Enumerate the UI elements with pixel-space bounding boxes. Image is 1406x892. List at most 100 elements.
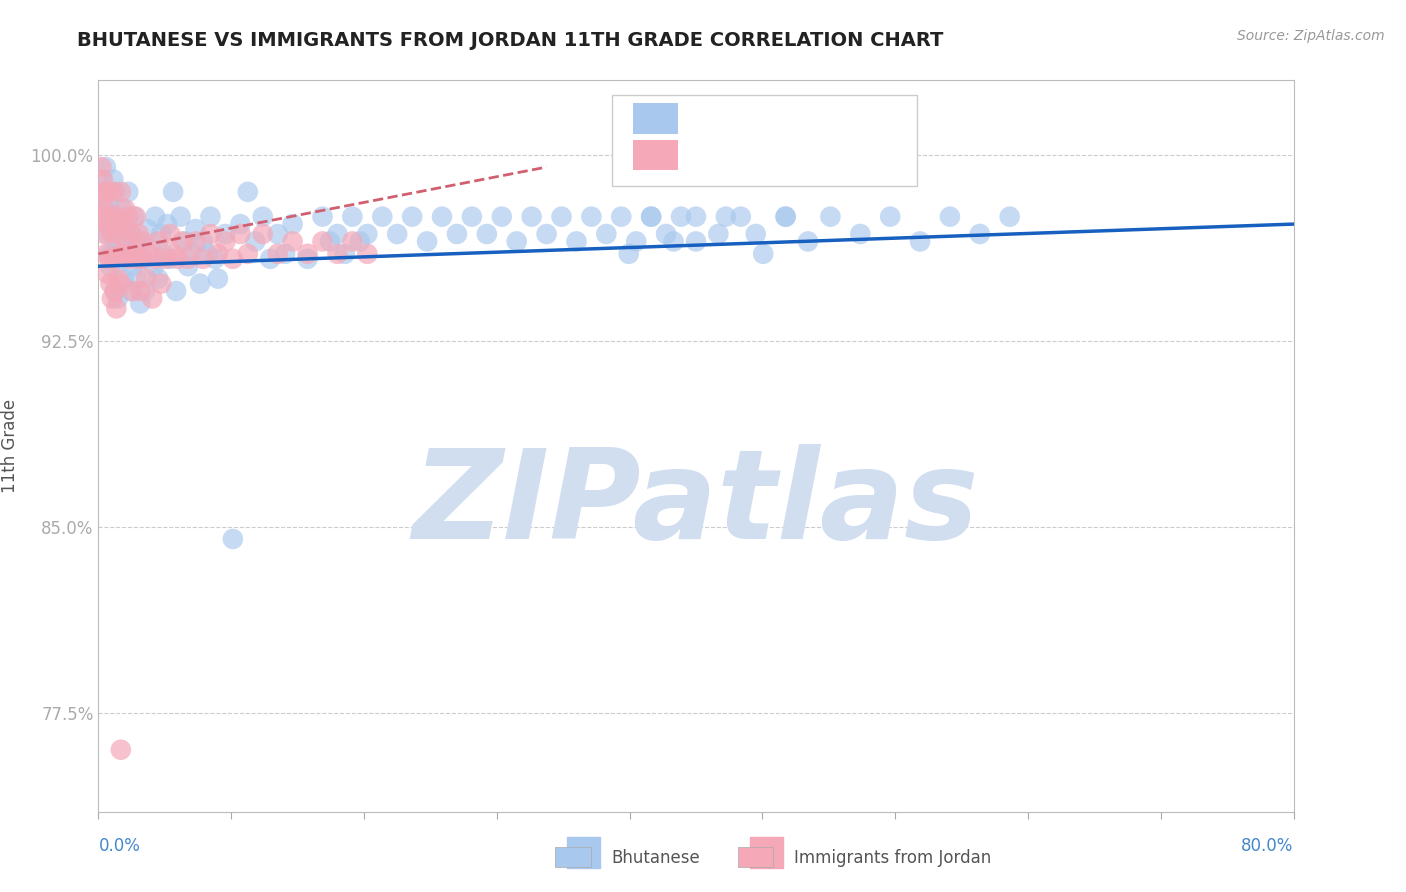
Point: [626, 235, 648, 249]
Text: 0.0%: 0.0%: [98, 837, 141, 855]
Point: [98, 210, 122, 224]
Point: [108, 247, 131, 261]
Point: [128, 235, 150, 249]
Point: [101, 227, 124, 241]
Point: [707, 227, 730, 241]
Point: [849, 227, 872, 241]
Point: [177, 252, 200, 266]
Point: [129, 284, 152, 298]
Point: [506, 235, 529, 249]
Point: [520, 210, 543, 224]
Point: [103, 252, 125, 266]
Point: [96, 217, 118, 231]
Text: Immigrants from Jordan: Immigrants from Jordan: [794, 849, 991, 867]
Point: [131, 252, 153, 266]
Point: [640, 210, 662, 224]
Point: [94, 247, 117, 261]
Point: [90, 160, 112, 174]
Text: R = 0.130: R = 0.130: [688, 109, 778, 127]
Point: [98, 210, 122, 224]
Point: [104, 210, 127, 224]
Point: [188, 277, 211, 291]
Point: [110, 185, 132, 199]
Point: [274, 247, 297, 261]
Point: [371, 210, 394, 224]
Point: [103, 247, 125, 261]
Point: [184, 235, 207, 249]
Point: [385, 227, 409, 241]
Point: [143, 252, 166, 266]
Point: [107, 227, 129, 241]
Point: [139, 242, 162, 256]
Point: [148, 235, 170, 249]
Point: [104, 284, 127, 298]
Point: [162, 247, 184, 261]
Point: [536, 227, 558, 241]
Point: [165, 284, 187, 298]
Point: [159, 252, 181, 266]
Point: [775, 210, 797, 224]
Point: [136, 222, 159, 236]
Point: [91, 172, 114, 186]
Text: ZIPatlas: ZIPatlas: [413, 444, 979, 565]
FancyBboxPatch shape: [613, 95, 917, 186]
Text: R = 0.109: R = 0.109: [688, 145, 778, 163]
Point: [96, 267, 118, 281]
Point: [356, 247, 378, 261]
Point: [153, 247, 176, 261]
Point: [752, 247, 775, 261]
Point: [714, 210, 737, 224]
Point: [461, 210, 484, 224]
Point: [108, 235, 131, 249]
Point: [214, 235, 236, 249]
Point: [110, 277, 132, 291]
Point: [90, 172, 112, 186]
Point: [491, 210, 513, 224]
Point: [117, 210, 139, 224]
Point: [236, 185, 259, 199]
Point: [475, 227, 498, 241]
Point: [222, 252, 245, 266]
Point: [127, 252, 149, 266]
Point: [115, 235, 138, 249]
Point: [128, 227, 150, 241]
Point: [115, 217, 138, 231]
Point: [107, 271, 129, 285]
Point: [191, 235, 214, 249]
Point: [998, 210, 1021, 224]
Point: [685, 210, 707, 224]
Point: [297, 252, 319, 266]
Point: [90, 192, 112, 206]
Point: [333, 247, 356, 261]
Point: [112, 271, 135, 285]
Point: [229, 227, 252, 241]
Point: [93, 185, 115, 199]
Point: [565, 235, 588, 249]
Point: [135, 271, 157, 285]
Point: [311, 210, 333, 224]
Point: [97, 197, 120, 211]
Point: [143, 210, 166, 224]
Point: [110, 743, 132, 757]
Point: [200, 227, 222, 241]
Point: [207, 271, 229, 285]
Point: [93, 202, 115, 217]
Point: [662, 235, 685, 249]
Point: [184, 222, 207, 236]
Text: Bhutanese: Bhutanese: [612, 849, 700, 867]
Point: [245, 235, 267, 249]
Point: [112, 247, 135, 261]
Point: [104, 284, 127, 298]
Point: [91, 210, 114, 224]
Point: [349, 235, 371, 249]
Point: [134, 284, 156, 298]
Point: [132, 235, 155, 249]
Point: [581, 210, 603, 224]
Point: [610, 210, 633, 224]
Point: [939, 210, 962, 224]
Point: [797, 235, 820, 249]
Point: [166, 252, 188, 266]
Point: [138, 247, 160, 261]
Point: [180, 247, 202, 261]
Point: [94, 160, 117, 174]
